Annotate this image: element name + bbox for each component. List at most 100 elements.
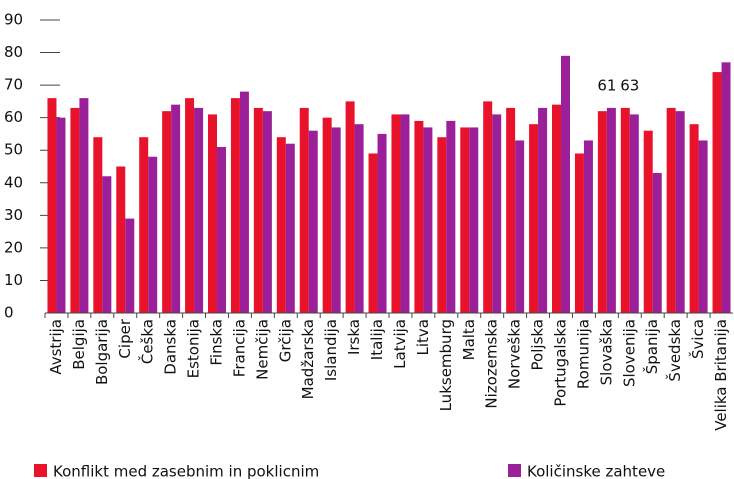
bar bbox=[171, 104, 181, 314]
y-tick-label: 10 bbox=[4, 271, 23, 289]
bar bbox=[217, 146, 226, 313]
bar bbox=[643, 130, 653, 313]
x-tick-label: Nemčija bbox=[253, 319, 271, 380]
x-tick-label: Norveška bbox=[506, 319, 524, 389]
y-tick-label: 0 bbox=[4, 304, 14, 322]
bar bbox=[79, 98, 89, 313]
x-tick-label: Islandija bbox=[322, 319, 340, 381]
legend-swatch bbox=[34, 464, 47, 477]
x-tick-label: Belgija bbox=[70, 319, 88, 370]
bar bbox=[460, 127, 470, 313]
bar bbox=[689, 124, 699, 313]
bar bbox=[483, 101, 493, 313]
bar bbox=[377, 133, 387, 313]
annotation: 63 bbox=[620, 76, 639, 94]
legend-label: Konflikt med zasebnim in poklicnim bbox=[53, 463, 319, 479]
y-tick-label: 80 bbox=[4, 43, 23, 61]
legend-swatch bbox=[508, 464, 521, 477]
x-tick-label: Bolgarija bbox=[93, 319, 111, 385]
x-tick-label: Slovaška bbox=[597, 319, 615, 385]
bar bbox=[629, 114, 639, 314]
y-tick-label: 40 bbox=[4, 173, 23, 191]
bar bbox=[299, 107, 309, 314]
x-tick-label: Češka bbox=[138, 319, 157, 364]
bar bbox=[515, 140, 525, 313]
bar bbox=[414, 120, 424, 313]
y-tick-label: 70 bbox=[4, 76, 23, 94]
bar bbox=[583, 140, 593, 313]
x-tick-label: Avstrija bbox=[47, 319, 65, 375]
x-tick-label: Portugalska bbox=[552, 319, 570, 407]
bar bbox=[239, 91, 249, 313]
bar bbox=[446, 120, 456, 313]
bar bbox=[492, 114, 502, 314]
bar bbox=[345, 101, 355, 313]
bar bbox=[70, 107, 80, 314]
bar bbox=[285, 143, 295, 313]
bar bbox=[698, 140, 708, 313]
x-tick-label: Finska bbox=[208, 319, 226, 366]
bar bbox=[712, 72, 722, 313]
bar bbox=[139, 137, 149, 313]
bar bbox=[102, 176, 112, 313]
legend-label: Količinske zahteve bbox=[527, 463, 665, 479]
y-tick-label: 20 bbox=[4, 238, 23, 256]
y-tick-label: 90 bbox=[4, 11, 23, 29]
y-tick-label: 30 bbox=[4, 206, 23, 224]
x-tick-label: Luksemburg bbox=[437, 319, 455, 411]
bar bbox=[721, 62, 731, 314]
x-tick-label: Grčija bbox=[276, 319, 294, 362]
x-tick-label: Litva bbox=[414, 319, 432, 355]
x-tick-label: Švedska bbox=[665, 319, 684, 382]
bar bbox=[276, 137, 286, 313]
y-tick-label: 50 bbox=[4, 141, 23, 159]
bar bbox=[652, 173, 662, 313]
bar bbox=[506, 107, 516, 314]
bar bbox=[391, 114, 401, 314]
bar bbox=[529, 124, 539, 313]
bar bbox=[437, 137, 447, 313]
bar bbox=[322, 117, 332, 314]
bar bbox=[469, 127, 479, 313]
x-tick-label: Romunija bbox=[574, 319, 592, 389]
annotation: 61 bbox=[597, 76, 616, 94]
x-tick-label: Malta bbox=[460, 319, 478, 360]
bar bbox=[561, 55, 570, 314]
x-tick-label: Slovenija bbox=[620, 319, 638, 387]
bar bbox=[262, 111, 272, 314]
bar bbox=[308, 130, 318, 313]
x-tick-label: Italija bbox=[368, 319, 386, 360]
x-tick-label: Poljska bbox=[529, 319, 547, 370]
x-tick-label: Danska bbox=[162, 319, 180, 375]
bar bbox=[253, 107, 263, 314]
bar bbox=[606, 107, 616, 314]
bar bbox=[675, 111, 685, 314]
x-tick-label: Francija bbox=[230, 319, 248, 377]
bar bbox=[574, 153, 584, 313]
bar bbox=[620, 107, 630, 314]
bar bbox=[116, 166, 126, 313]
bar bbox=[93, 137, 103, 313]
bar bbox=[666, 107, 676, 314]
bar bbox=[230, 98, 240, 313]
bar bbox=[56, 117, 66, 314]
x-tick-label: Velika Britanija bbox=[712, 319, 730, 431]
x-tick-label: Ciper bbox=[116, 318, 134, 358]
bar bbox=[423, 127, 433, 313]
bar bbox=[538, 107, 548, 314]
bar bbox=[400, 114, 410, 314]
x-tick-label: Estonija bbox=[185, 319, 203, 378]
bar bbox=[368, 153, 378, 313]
x-tick-label: Nizozemska bbox=[483, 319, 501, 409]
bar bbox=[552, 104, 561, 314]
bar bbox=[185, 98, 195, 313]
bar bbox=[597, 111, 607, 314]
bar bbox=[194, 107, 204, 314]
bar bbox=[125, 218, 135, 313]
bar bbox=[208, 114, 217, 314]
y-tick-label: 60 bbox=[4, 108, 23, 126]
bar bbox=[162, 111, 172, 314]
x-tick-label: Latvija bbox=[391, 319, 409, 369]
bar bbox=[331, 127, 341, 313]
